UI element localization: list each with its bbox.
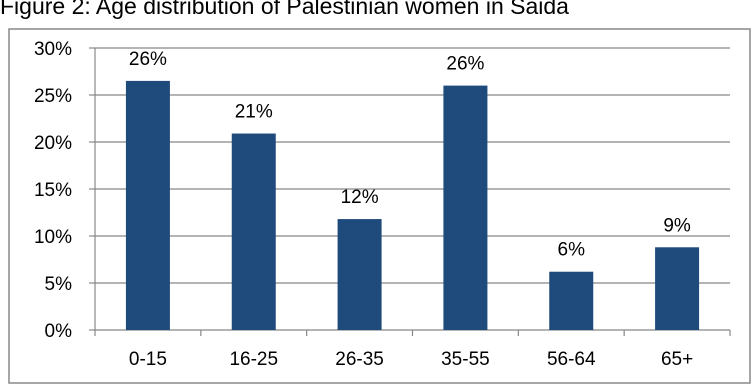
bar — [231, 133, 276, 330]
data-label: 6% — [558, 240, 586, 261]
x-tick-label: 56-64 — [547, 349, 596, 370]
x-tick-label: 35-55 — [441, 349, 490, 370]
bars — [125, 80, 700, 331]
bar — [655, 247, 700, 330]
y-tick-label: 25% — [34, 86, 72, 107]
data-label: 12% — [341, 187, 379, 208]
gridlines — [95, 47, 730, 284]
bar — [549, 271, 594, 330]
data-label: 26% — [446, 54, 484, 75]
x-tick-label: 65+ — [661, 349, 693, 370]
x-axis-ticks: 0-15 16-25 26-35 35-55 56-64 65+ — [129, 349, 693, 370]
bar — [125, 80, 170, 331]
figure-title: Figure 2: Age distribution of Palestinia… — [0, 0, 569, 19]
axes — [89, 47, 731, 336]
y-tick-label: 0% — [45, 321, 73, 342]
data-label: 21% — [235, 102, 273, 123]
data-labels: 26% 21% 12% 26% 6% 9% — [129, 49, 691, 261]
bar — [337, 219, 382, 330]
x-tick-label: 26-35 — [335, 349, 384, 370]
y-tick-label: 5% — [45, 274, 73, 295]
y-tick-label: 20% — [34, 133, 72, 154]
x-tick-label: 0-15 — [129, 349, 167, 370]
y-tick-label: 15% — [34, 180, 72, 201]
y-tick-label: 30% — [34, 39, 72, 60]
y-tick-label: 10% — [34, 227, 72, 248]
data-label: 9% — [663, 215, 691, 236]
x-tick-label: 16-25 — [229, 349, 278, 370]
bar — [443, 85, 488, 330]
data-label: 26% — [129, 49, 167, 70]
y-axis-ticks: 0% 5% 10% 15% 20% 25% 30% — [34, 39, 72, 342]
